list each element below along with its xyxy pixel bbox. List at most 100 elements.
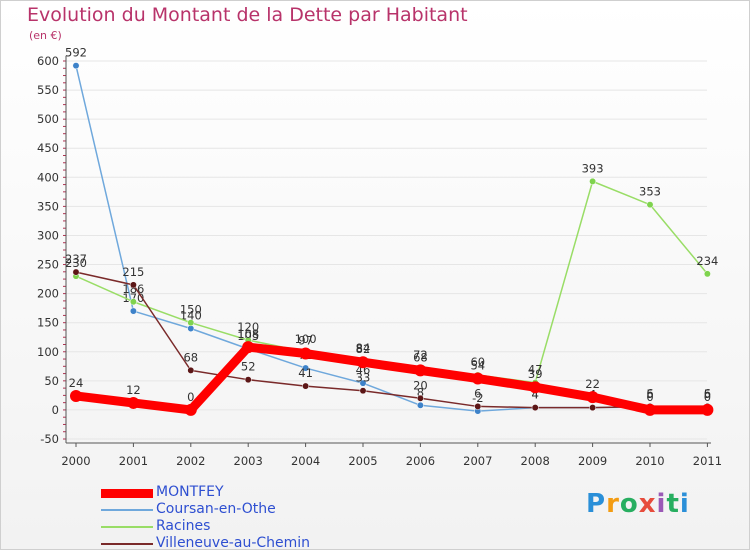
y-tick-label: 550 <box>37 83 59 97</box>
legend-label: Villeneuve-au-Chemin <box>156 535 311 551</box>
data-point <box>531 404 539 412</box>
x-tick-label: 2008 <box>521 454 550 468</box>
data-label: 100 <box>295 332 317 346</box>
data-label: 68 <box>183 350 198 364</box>
data-point <box>129 307 137 315</box>
data-point <box>703 270 711 278</box>
legend-item: MONTFEY <box>101 484 361 502</box>
y-tick-label: 0 <box>52 403 59 417</box>
data-label: 33 <box>356 371 371 385</box>
data-point <box>357 356 369 369</box>
data-point <box>72 62 80 70</box>
data-label: 47 <box>528 363 543 377</box>
proxiti-logo: Proxiti <box>586 489 690 519</box>
legend-item: Coursan-en-Othe <box>101 501 361 519</box>
x-tick-label: 2006 <box>406 454 435 468</box>
data-point <box>242 341 255 354</box>
legend-label: MONTFEY <box>156 484 224 500</box>
series-line <box>75 180 709 384</box>
x-tick-label: 2002 <box>176 454 205 468</box>
data-label: -2 <box>472 391 483 405</box>
data-label: 0 <box>704 390 711 404</box>
x-tick-label: 2000 <box>61 454 90 468</box>
data-point <box>359 379 367 387</box>
legend-item: Villeneuve-au-Chemin <box>101 535 361 553</box>
data-point <box>529 381 542 394</box>
data-point <box>187 325 195 332</box>
data-point <box>72 268 80 276</box>
data-label: 5 <box>646 387 653 401</box>
data-point <box>187 366 195 374</box>
x-tick-label: 2005 <box>348 454 377 468</box>
chart-title: Evolution du Montant de la Dette par Hab… <box>27 4 468 26</box>
data-label: 6 <box>704 386 711 400</box>
legend-swatch <box>101 509 153 511</box>
data-label: 4 <box>532 388 539 402</box>
x-tick-label: 2011 <box>693 454 722 468</box>
data-label: 82 <box>356 342 371 356</box>
x-tick-label: 2010 <box>635 454 664 468</box>
data-label: 5 <box>704 387 711 401</box>
data-point <box>701 403 714 416</box>
data-point <box>127 396 140 409</box>
data-label: 41 <box>298 366 313 380</box>
data-label: 24 <box>69 376 84 390</box>
legend-swatch <box>101 526 153 528</box>
data-point <box>471 372 484 385</box>
data-point <box>474 402 482 410</box>
y-tick-label: 500 <box>37 112 59 126</box>
data-point <box>644 403 656 416</box>
data-label: 105 <box>237 329 259 343</box>
y-tick-label: 150 <box>37 316 59 330</box>
unit-label: (en €) <box>29 29 62 42</box>
y-tick-label: -50 <box>40 432 59 446</box>
y-tick-label: 50 <box>44 374 59 388</box>
data-label: 234 <box>696 254 718 268</box>
data-point <box>302 382 310 390</box>
data-label: 170 <box>122 291 144 305</box>
data-label: 39 <box>528 367 543 381</box>
data-label: 22 <box>585 377 600 391</box>
legend: MONTFEY Coursan-en-Othe Racines Villeneuve-… <box>101 484 361 553</box>
y-tick-label: 350 <box>37 199 59 213</box>
data-point <box>302 364 310 372</box>
data-label: 68 <box>413 350 428 364</box>
data-point <box>416 394 424 402</box>
y-tick-label: 400 <box>37 170 59 184</box>
data-point <box>359 387 367 395</box>
data-label: 108 <box>237 327 259 341</box>
data-label: 0 <box>187 390 194 404</box>
data-label: 215 <box>122 265 144 279</box>
data-label: 140 <box>180 309 202 323</box>
data-label: 150 <box>180 303 202 317</box>
data-point <box>299 347 312 360</box>
y-tick-label: 450 <box>37 141 59 155</box>
y-tick-label: 200 <box>37 287 59 301</box>
data-label: 97 <box>298 334 313 348</box>
data-point <box>70 389 82 402</box>
legend-label: Racines <box>156 518 211 534</box>
legend-item: Racines <box>101 518 361 536</box>
y-tick-label: 300 <box>37 228 59 242</box>
data-label: 8 <box>417 385 424 399</box>
data-point <box>589 404 597 412</box>
series-line <box>71 342 712 415</box>
x-tick-label: 2009 <box>578 454 607 468</box>
data-label: 4 <box>532 388 539 402</box>
data-point <box>129 298 137 306</box>
data-label: 120 <box>237 320 259 334</box>
data-point <box>586 391 599 404</box>
x-tick-label: 2004 <box>291 454 320 468</box>
data-label: 60 <box>470 355 485 369</box>
legend-swatch <box>101 488 153 498</box>
data-label: 84 <box>356 341 371 355</box>
series-line <box>75 64 709 412</box>
legend-label: Coursan-en-Othe <box>156 501 276 517</box>
data-point <box>129 281 137 289</box>
data-label: 592 <box>65 46 87 60</box>
legend-swatch <box>101 543 153 545</box>
data-label: 6 <box>474 386 481 400</box>
data-label: 393 <box>582 161 604 175</box>
